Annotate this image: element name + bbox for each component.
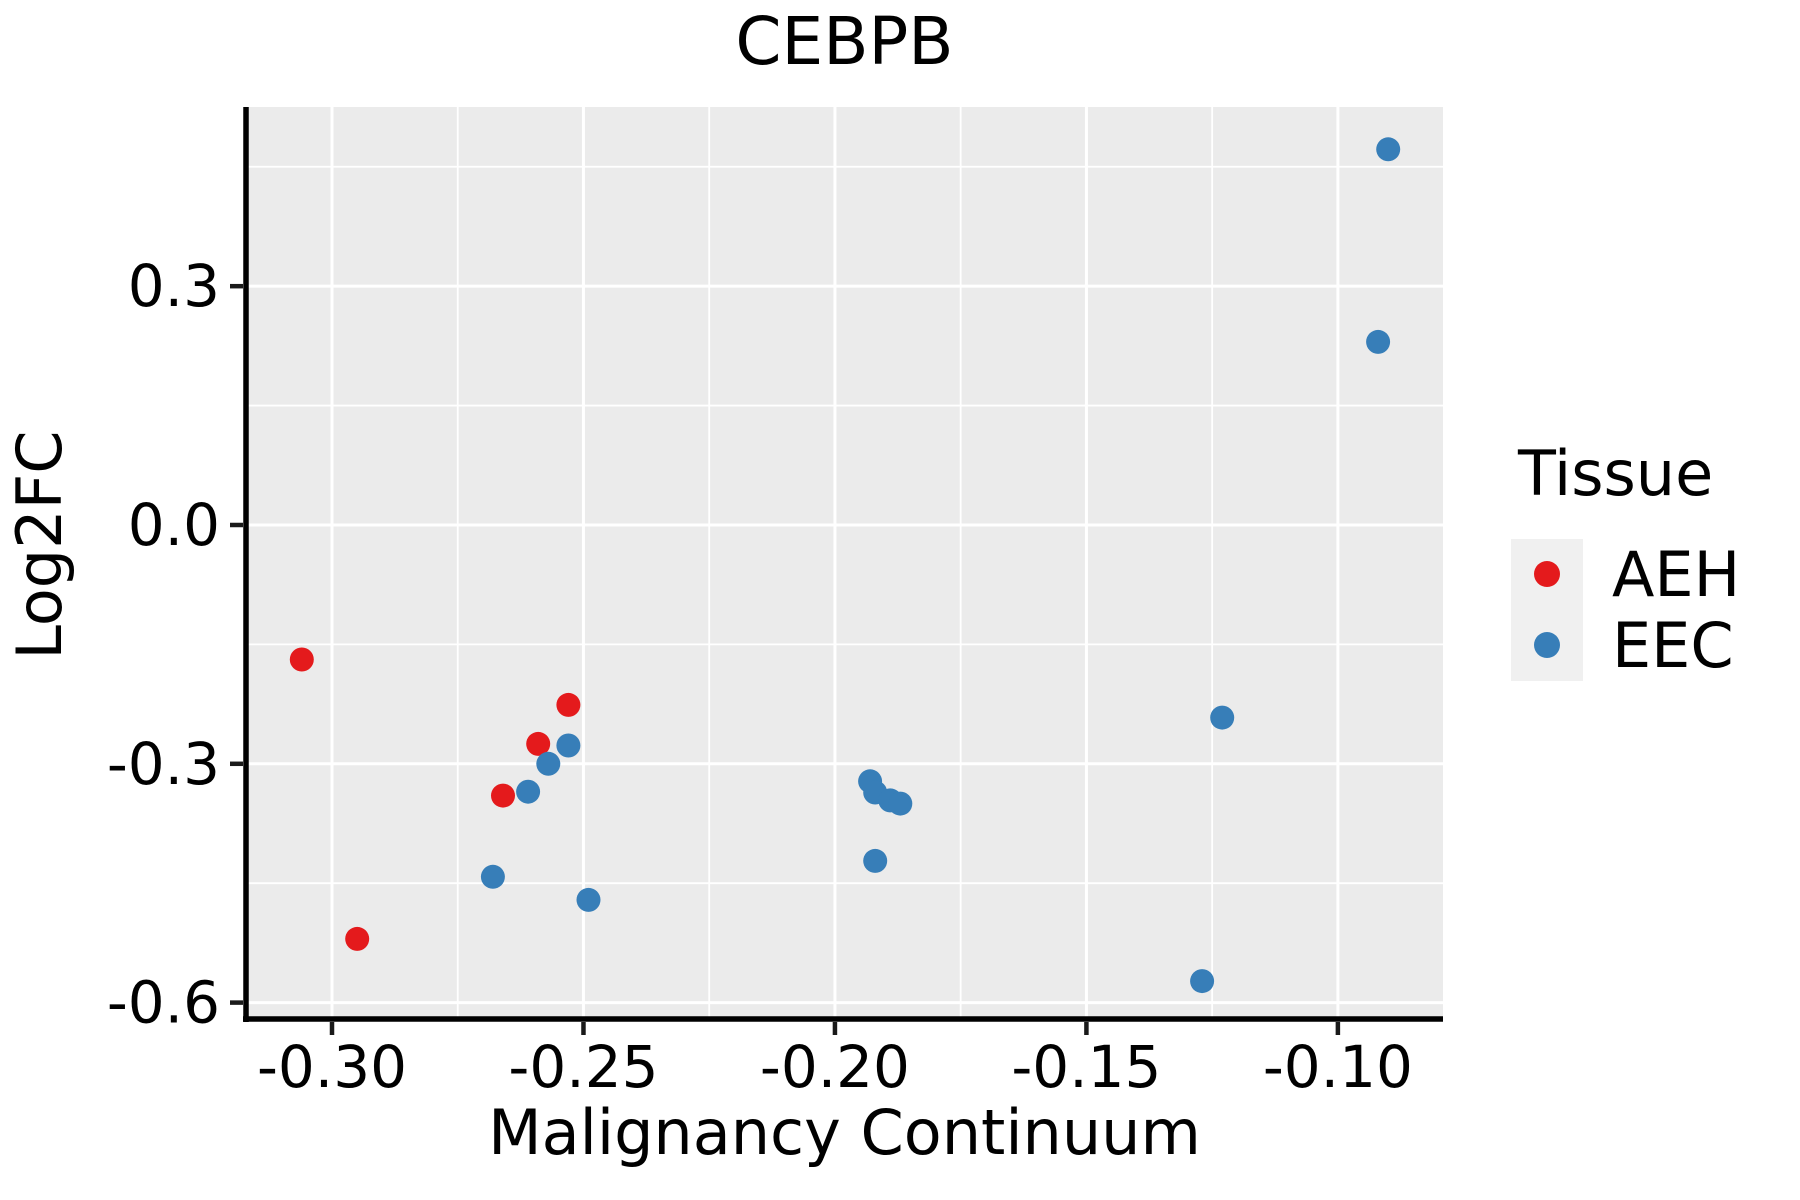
y-tick-label: -0.6: [107, 969, 220, 1037]
x-tick-label: -0.25: [508, 1033, 658, 1101]
legend-key-aeh: [1511, 539, 1583, 610]
legend-label-eec: EEC: [1612, 609, 1734, 682]
x-tick-label: -0.10: [1263, 1033, 1413, 1101]
legend-key-eec: [1511, 610, 1583, 681]
x-axis-title: Malignancy Continuum: [488, 1096, 1201, 1169]
y-tick-label: 0.3: [128, 252, 220, 320]
plot-title: CEBPB: [735, 3, 954, 80]
legend-label-aeh: AEH: [1612, 538, 1741, 611]
data-point-eec: [536, 751, 561, 776]
data-point-eec: [480, 864, 505, 889]
data-point-aeh: [289, 647, 314, 672]
data-point-eec: [1190, 969, 1215, 994]
data-point-aeh: [556, 692, 581, 717]
data-point-eec: [1210, 705, 1235, 730]
aeh-point-icon: [1534, 561, 1560, 587]
data-point-eec: [576, 887, 601, 912]
legend-title: Tissue: [1518, 437, 1714, 510]
y-axis-title: Log2FC: [3, 430, 76, 660]
data-point-aeh: [491, 783, 515, 808]
data-point-eec: [516, 779, 541, 804]
data-point-aeh: [526, 731, 551, 756]
y-tick-label: -0.3: [107, 730, 220, 798]
x-tick-label: -0.20: [760, 1033, 910, 1101]
x-tick-label: -0.15: [1011, 1033, 1161, 1101]
data-point-eec: [863, 848, 888, 873]
data-point-eec: [1376, 137, 1401, 162]
data-point-eec: [888, 791, 913, 816]
data-point-eec: [1366, 329, 1391, 354]
y-tick-label: 0.0: [128, 491, 220, 559]
x-tick-label: -0.30: [257, 1033, 407, 1101]
plot-panel: [246, 107, 1443, 1019]
eec-point-icon: [1534, 632, 1560, 658]
data-point-eec: [556, 733, 581, 758]
data-point-aeh: [345, 926, 370, 951]
